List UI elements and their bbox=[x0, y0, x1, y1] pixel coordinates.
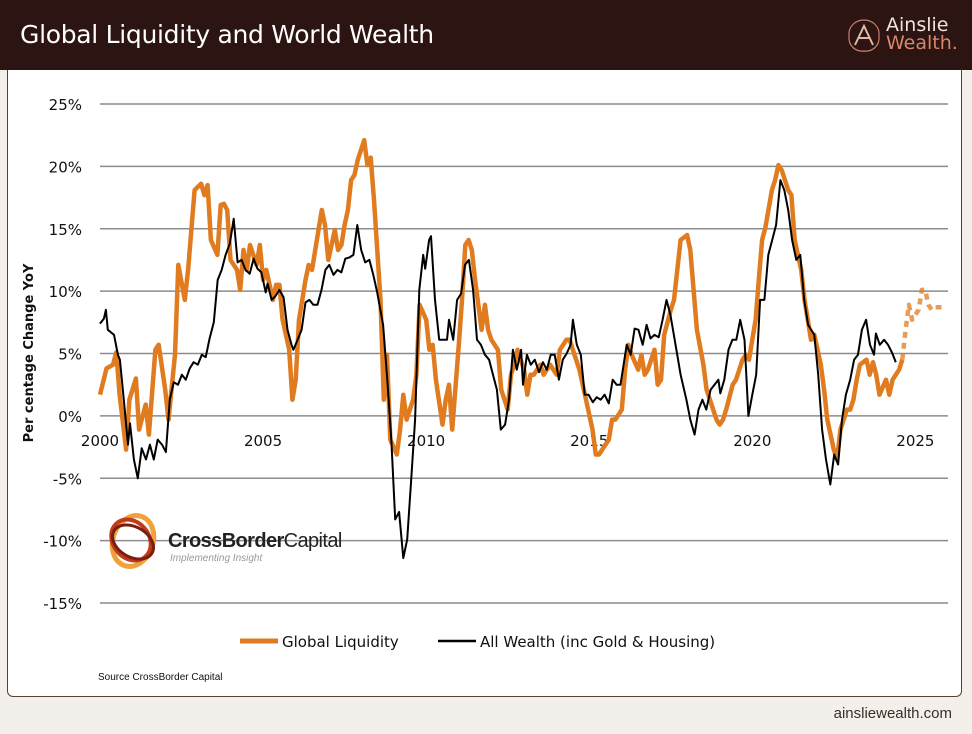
y-tick-label: 25% bbox=[49, 96, 82, 114]
x-tick-label: 2020 bbox=[733, 432, 771, 450]
legend: Global Liquidity All Wealth (inc Gold & … bbox=[240, 633, 715, 651]
y-tick-label: -5% bbox=[53, 470, 82, 488]
y-axis-label: Per centage Change YoY bbox=[22, 263, 37, 442]
ainslie-wealth-logo: Ainslie Wealth. bbox=[846, 16, 961, 56]
series-lines bbox=[97, 137, 942, 560]
x-tick-label: 2010 bbox=[407, 432, 445, 450]
series-all-wealth bbox=[99, 179, 897, 560]
y-tick-labels: 25% 20% 15% 10% 5% 0% -5% -10% -15% bbox=[43, 96, 82, 613]
gridlines bbox=[100, 103, 948, 604]
series-global-liquidity bbox=[97, 137, 905, 462]
series-global-liquidity-forecast bbox=[900, 287, 942, 360]
ainslie-a-icon bbox=[848, 19, 880, 52]
y-tick-label: 10% bbox=[49, 283, 82, 301]
header-bar: Global Liquidity and World Wealth Ainsli… bbox=[0, 0, 972, 70]
logo-tagline: Implementing Insight bbox=[170, 553, 263, 564]
y-tick-label: 5% bbox=[58, 346, 82, 364]
footer-url[interactable]: ainsliewealth.com bbox=[833, 705, 952, 722]
page-title: Global Liquidity and World Wealth bbox=[20, 20, 434, 49]
logo-name-light: Capital bbox=[283, 530, 343, 552]
x-tick-label: 2015 bbox=[570, 432, 608, 450]
crossborder-rings-icon bbox=[109, 513, 157, 569]
legend-label-all-wealth: All Wealth (inc Gold & Housing) bbox=[480, 633, 715, 651]
x-tick-labels: 2000 2005 2010 2015 2020 2025 bbox=[81, 432, 935, 450]
x-tick-label: 2005 bbox=[244, 432, 282, 450]
crossborder-capital-logo: CrossBorderCapital Implementing Insight bbox=[105, 510, 345, 575]
brand-line-2: Wealth. bbox=[886, 32, 958, 54]
y-tick-label: -10% bbox=[43, 533, 82, 551]
y-tick-label: 15% bbox=[49, 221, 82, 239]
legend-label-global-liquidity: Global Liquidity bbox=[282, 633, 399, 651]
x-tick-label: 2025 bbox=[896, 432, 934, 450]
source-note: Source CrossBorder Capital bbox=[98, 672, 223, 683]
y-tick-label: 0% bbox=[58, 408, 82, 426]
brand-line-1: Ainslie bbox=[886, 14, 949, 36]
y-tick-label: -15% bbox=[43, 595, 82, 613]
y-tick-label: 20% bbox=[49, 158, 82, 176]
x-tick-label: 2000 bbox=[81, 432, 119, 450]
logo-name-bold: CrossBorder bbox=[168, 530, 284, 552]
